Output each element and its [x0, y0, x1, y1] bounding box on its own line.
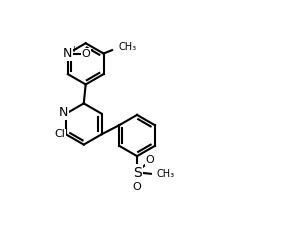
Text: O: O [81, 49, 90, 59]
Text: CH₃: CH₃ [118, 42, 136, 52]
Text: Cl: Cl [54, 129, 65, 139]
Text: CH₃: CH₃ [157, 169, 175, 179]
Text: N: N [63, 47, 73, 60]
Text: O: O [145, 155, 154, 165]
Text: −: − [86, 45, 94, 55]
Text: O: O [133, 182, 141, 192]
Text: +: + [70, 45, 77, 54]
Text: S: S [133, 166, 141, 180]
Text: N: N [59, 106, 68, 119]
